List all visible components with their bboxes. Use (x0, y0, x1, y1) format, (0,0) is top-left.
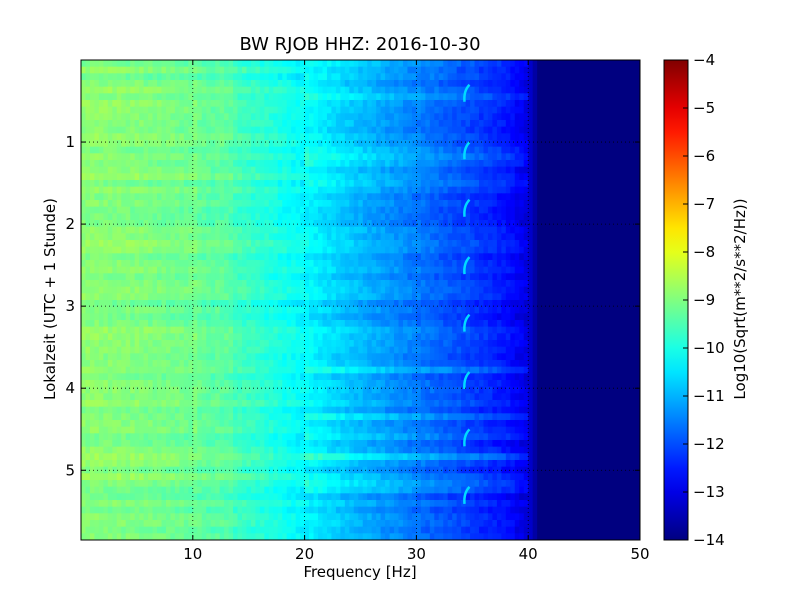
x-tick-label: 40 (519, 545, 538, 563)
y-axis-title: Lokalzeit (UTC + 1 Stunde) (41, 198, 59, 400)
colorbar-tick-label: −8 (693, 243, 715, 261)
colorbar-tick-label: −7 (693, 195, 715, 213)
narrowband-feature (463, 256, 471, 275)
narrowband-feature (463, 313, 471, 332)
narrowband-feature (463, 198, 471, 217)
colorbar-tick-label: −5 (693, 99, 715, 117)
x-tick-label: 50 (630, 545, 649, 563)
y-tick-label: 4 (65, 379, 75, 397)
chart-title: BW RJOB HHZ: 2016-10-30 (239, 34, 480, 55)
narrowband-feature (463, 428, 471, 447)
x-tick-label: 30 (407, 545, 426, 563)
x-tick-label: 20 (295, 545, 314, 563)
colorbar-tick-label: −4 (693, 51, 715, 69)
colorbar-tick-label: −9 (693, 291, 715, 309)
x-axis-title: Frequency [Hz] (303, 563, 416, 581)
narrowband-feature (463, 141, 471, 160)
colorbar-tick-label: −14 (693, 531, 725, 549)
colorbar: −4 −5 −6 −7 −8 −9 −10 −11 −12 −13 −14 (663, 51, 725, 549)
colorbar-tick-label: −12 (693, 435, 725, 453)
colorbar-gradient (663, 59, 689, 541)
y-tick-label: 3 (65, 297, 75, 315)
x-tick-label: 10 (183, 545, 202, 563)
y-tick-label: 1 (65, 133, 75, 151)
colorbar-tick-label: −11 (693, 387, 725, 405)
colorbar-title: Log10(Sqrt(m**2/s**2/Hz)) (731, 198, 749, 399)
y-tick-label: 2 (65, 215, 75, 233)
colorbar-tick-label: −13 (693, 483, 725, 501)
spectrogram-plot: 10 20 30 40 50 1 2 3 4 5 (65, 59, 650, 563)
colorbar-tick-label: −6 (693, 147, 715, 165)
spectrogram-cells (81, 60, 640, 540)
plot-frame (80, 59, 641, 541)
narrowband-feature (463, 83, 471, 102)
colorbar-tick-label: −10 (693, 339, 725, 357)
narrowband-feature (463, 486, 471, 505)
y-tick-label: 5 (65, 461, 75, 479)
narrowband-feature (463, 371, 471, 390)
